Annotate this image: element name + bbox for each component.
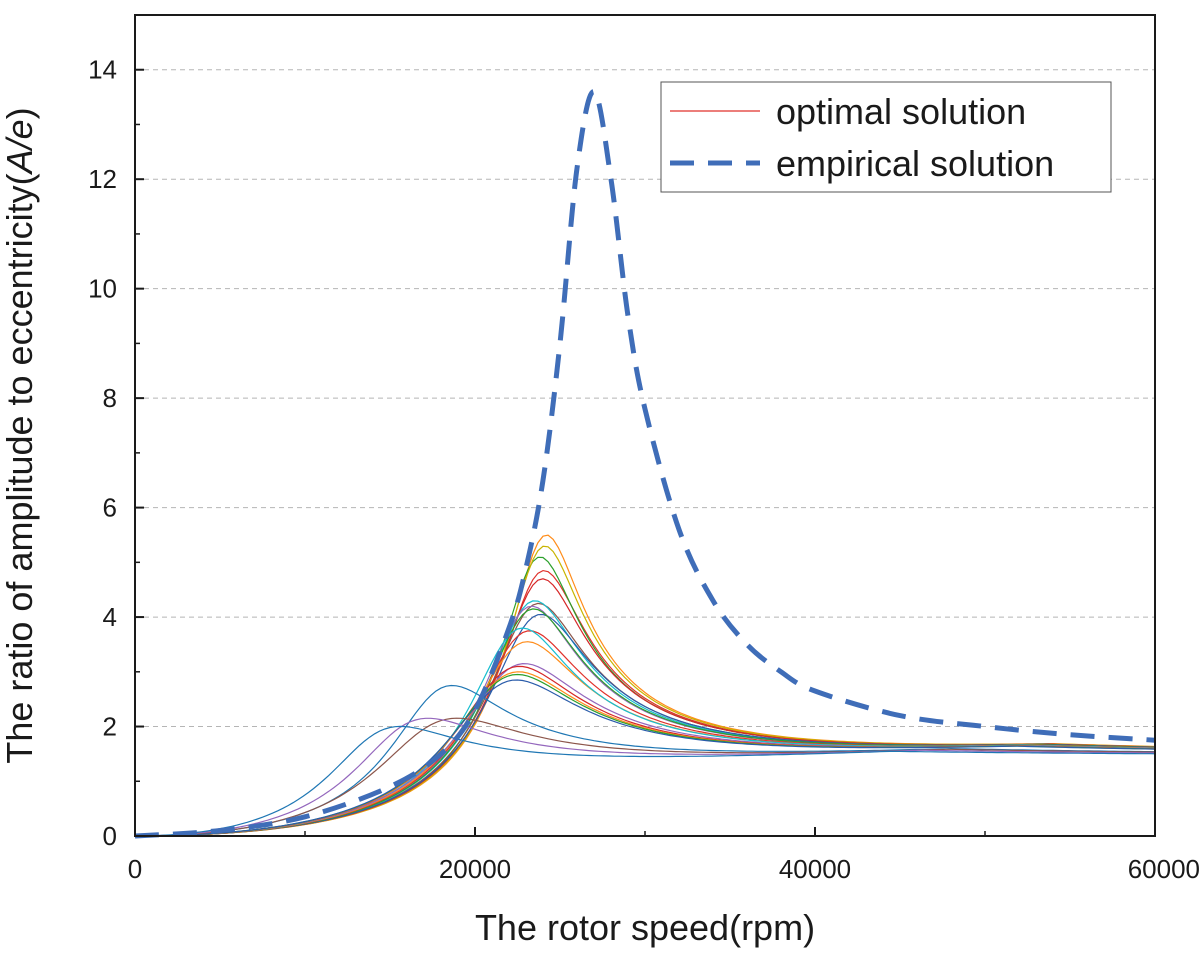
optimal-solution-line: [135, 641, 1156, 837]
y-axis-title-italic: A/e: [0, 119, 40, 175]
x-tick-label: 0: [128, 854, 142, 884]
x-tick-label: 20000: [439, 854, 511, 884]
optimal-solution-line: [135, 605, 1156, 837]
y-tick-label: 14: [88, 55, 117, 85]
y-axis-title: The ratio of amplitude to eccentricity(A…: [0, 107, 40, 763]
y-axis-title-prefix: The ratio of amplitude to eccentricity(: [0, 173, 40, 763]
optimal-solution-line: [135, 556, 1156, 837]
optimal-solution-line: [135, 627, 1156, 837]
y-tick-label: 6: [103, 493, 117, 523]
optimal-solution-curves: [135, 534, 1156, 837]
y-tick-label: 0: [103, 821, 117, 851]
optimal-solution-line: [135, 534, 1156, 837]
x-tick-label: 40000: [779, 854, 851, 884]
y-axis-title-suffix: ): [0, 107, 40, 119]
y-tick-label: 12: [88, 164, 117, 194]
y-tick-label: 8: [103, 383, 117, 413]
legend: optimal solution empirical solution: [660, 81, 1112, 193]
x-tick-label: 60000: [1128, 854, 1200, 884]
legend-box: [660, 81, 1112, 193]
optimal-solution-line: [135, 725, 1156, 837]
optimal-solution-line: [135, 545, 1156, 837]
optimal-solution-line: [135, 717, 1156, 837]
axis-ticks: 0 2 4 6 8 10 12 14 0 20000 40000 60000: [88, 55, 1200, 884]
y-tick-label: 2: [103, 712, 117, 742]
y-tick-label: 4: [103, 602, 117, 632]
optimal-solution-line: [135, 608, 1156, 837]
empirical-solution-line: [134, 89, 1156, 839]
legend-label-optimal: optimal solution: [776, 91, 1026, 132]
optimal-solution-line: [135, 569, 1156, 837]
empirical-solution-curve: [134, 89, 1156, 839]
x-axis-title: The rotor speed(rpm): [475, 907, 815, 948]
legend-label-empirical: empirical solution: [776, 143, 1054, 184]
optimal-solution-line: [135, 679, 1156, 837]
optimal-solution-line: [135, 717, 1155, 837]
y-tick-label: 10: [88, 274, 117, 304]
optimal-solution-line: [135, 613, 1156, 837]
